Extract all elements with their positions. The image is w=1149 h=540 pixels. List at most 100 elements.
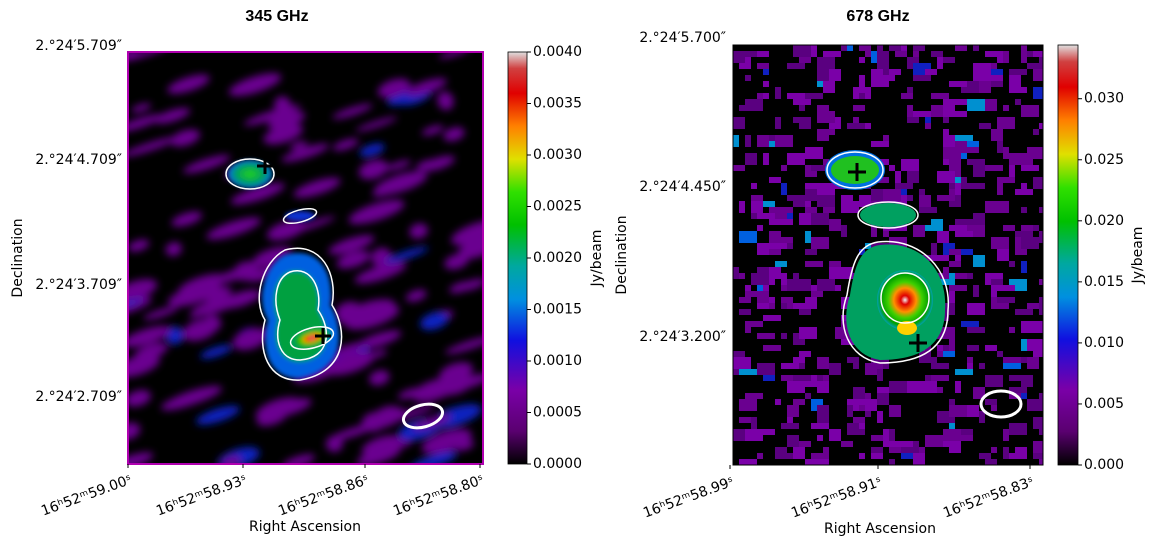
noise-pixel: [925, 69, 937, 75]
noise-pixel: [877, 411, 883, 423]
noise-pixel: [889, 69, 895, 81]
noise-pixel: [973, 69, 991, 81]
colorbar-tick-label: 0.0040: [533, 44, 582, 60]
noise-pixel: [829, 219, 841, 231]
noise-pixel: [943, 129, 949, 135]
noise-pixel: [877, 45, 883, 51]
image-678: [733, 45, 1043, 465]
noise-pixel: [805, 249, 817, 255]
noise-pixel: [739, 309, 751, 315]
noise-blob: [263, 124, 304, 145]
colorbar-tick-label: 0.000: [1084, 457, 1124, 473]
noise-pixel: [859, 75, 865, 87]
noise-pixel: [1033, 51, 1043, 57]
noise-blob: [361, 407, 406, 430]
noise-pixel: [937, 231, 949, 243]
noise-blob: [389, 440, 413, 450]
noise-blob: [361, 435, 402, 456]
noise-pixel: [745, 75, 751, 81]
noise-pixel: [925, 123, 931, 129]
noise-pixel: [757, 333, 775, 339]
noise-pixel: [889, 447, 901, 453]
noise-blob: [131, 103, 152, 113]
noise-blob: [449, 281, 473, 294]
noise-pixel: [799, 213, 811, 225]
contours: [826, 151, 1023, 419]
noise-pixel: [751, 417, 757, 429]
noise-blob: [356, 446, 401, 464]
noise-pixel: [925, 435, 943, 447]
noise-pixel: [979, 363, 985, 369]
source-markers: [257, 158, 331, 344]
noise-pixel: [949, 441, 961, 453]
image-345: [128, 52, 483, 464]
noise-pixel: [811, 453, 829, 459]
noise-pixel: [991, 69, 1003, 75]
noise-pixel: [757, 453, 763, 459]
noise-pixel: [1039, 459, 1043, 465]
noise-pixel: [991, 201, 1003, 213]
noise-pixel: [781, 363, 799, 369]
noise-pixel: [811, 213, 829, 225]
noise-pixel: [853, 117, 859, 123]
x-tick-label: 16ʰ52ᵐ58.86ˢ: [276, 472, 371, 520]
noise-blob: [450, 373, 483, 391]
noise-blob: [358, 159, 389, 180]
noise-pixel: [859, 453, 865, 459]
noise-blob: [266, 219, 307, 241]
noise-pixel: [937, 195, 955, 201]
noise-pixel: [985, 459, 997, 465]
noise-pixel: [817, 111, 835, 123]
noise-pixel: [787, 213, 793, 219]
noise-blob: [420, 311, 449, 331]
noise-pixel: [985, 375, 1003, 387]
noise-blob: [232, 328, 268, 351]
noise-blob: [128, 279, 158, 301]
noise-pixel: [895, 183, 913, 189]
noise-pixel: [1015, 309, 1033, 315]
noise-pixel: [805, 231, 811, 243]
colorbar-tick-label: 0.0000: [533, 456, 582, 472]
noise-pixel: [991, 447, 997, 453]
contours: [225, 158, 445, 430]
colorbar-tick-label: 0.0005: [533, 405, 582, 421]
noise-pixel: [1039, 393, 1043, 399]
noise-pixel: [763, 345, 781, 351]
noise-pixel: [1027, 237, 1039, 243]
noise-pixel: [1027, 153, 1043, 159]
noise-pixel: [865, 123, 871, 129]
noise-blob: [443, 127, 465, 142]
noise-pixel: [763, 153, 769, 165]
noise-pixel: [1039, 123, 1043, 129]
noise-pixel: [745, 393, 763, 399]
noise-pixel: [745, 135, 751, 147]
noise-pixel: [937, 171, 955, 183]
noise-blob: [183, 155, 231, 174]
noise-pixel: [913, 453, 925, 465]
noise-blob: [290, 140, 308, 150]
noise-pixel: [883, 135, 889, 141]
noise-pixel: [775, 135, 793, 147]
noise-pixel: [787, 93, 805, 99]
noise-pixel: [787, 153, 805, 165]
noise-pixel: [871, 357, 883, 363]
noise-pixel: [811, 237, 829, 249]
noise-pixel: [733, 429, 745, 441]
noise-pixel: [955, 111, 967, 117]
noise-blob: [128, 452, 154, 464]
noise-pixel: [859, 249, 865, 255]
noise-pixel: [895, 441, 913, 447]
noise-blob: [256, 251, 275, 261]
noise-pixel: [913, 225, 925, 237]
y-tick-label: 2.°24′2.709″: [35, 389, 122, 405]
noise-pixel: [769, 243, 787, 249]
noise-pixel: [883, 429, 889, 441]
noise-pixel: [739, 231, 757, 243]
noise-pixel: [853, 417, 865, 423]
noise-pixel: [1009, 423, 1027, 435]
noise-pixel: [757, 51, 769, 57]
noise-pixel: [967, 183, 985, 189]
noise-pixel: [811, 423, 829, 429]
noise-pixel: [1015, 189, 1033, 195]
colorbar-label: Jy/beam: [1130, 227, 1146, 285]
